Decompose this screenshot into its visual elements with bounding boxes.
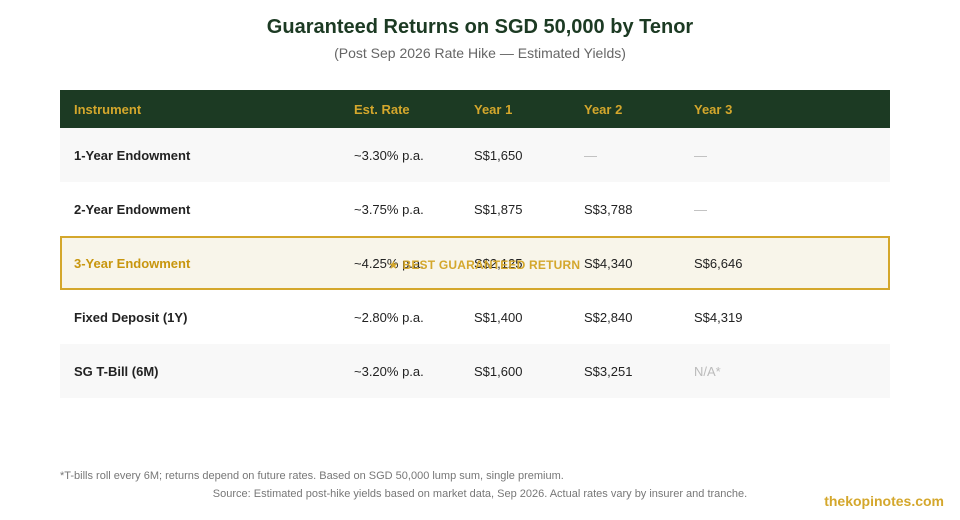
brand-watermark: thekopinotes.com (824, 493, 944, 509)
rate-cell: ~3.20% p.a. (354, 363, 424, 379)
table-row: SG T-Bill (6M) ~3.20% p.a. S$1,600 S$3,2… (60, 344, 890, 398)
instrument-cell: 1-Year Endowment (74, 147, 191, 163)
header-year-3: Year 3 (694, 101, 733, 117)
year-3-cell: S$6,646 (694, 255, 743, 271)
header-instrument: Instrument (74, 101, 142, 117)
header-year-2: Year 2 (584, 101, 623, 117)
header-year-1: Year 1 (474, 101, 513, 117)
chart-subtitle: (Post Sep 2026 Rate Hike — Estimated Yie… (334, 45, 626, 61)
rate-cell: ~4.25% p.a. (354, 255, 424, 271)
year-3-cell: — (694, 147, 707, 163)
table-header-row: Instrument Est. Rate Year 1 Year 2 Year … (60, 90, 890, 128)
year-1-cell: S$1,875 (474, 201, 523, 217)
instrument-cell: 2-Year Endowment (74, 201, 191, 217)
chart-title: Guaranteed Returns on SGD 50,000 by Teno… (266, 16, 694, 38)
year-1-cell: S$1,600 (474, 363, 523, 379)
rate-cell: ~3.30% p.a. (354, 147, 424, 163)
year-1-cell: S$1,650 (474, 147, 523, 163)
year-2-cell: S$3,251 (584, 363, 633, 379)
year-2-cell: S$4,340 (584, 255, 633, 271)
table-row: 2-Year Endowment ~3.75% p.a. S$1,875 S$3… (60, 182, 890, 236)
table-row: Fixed Deposit (1Y) ~2.80% p.a. S$1,400 S… (60, 290, 890, 344)
year-3-cell: — (694, 201, 707, 217)
header-rate: Est. Rate (354, 101, 410, 117)
instrument-cell: Fixed Deposit (1Y) (74, 309, 188, 325)
year-2-cell: S$3,788 (584, 201, 633, 217)
footnote: *T-bills roll every 6M; returns depend o… (60, 470, 564, 482)
year-2-cell: S$2,840 (584, 309, 633, 325)
rate-cell: ~3.75% p.a. (354, 201, 424, 217)
year-3-cell: N/A* (694, 363, 721, 379)
instrument-cell: SG T-Bill (6M) (74, 363, 159, 379)
year-1-cell: S$1,400 (474, 309, 523, 325)
instrument-cell: 3-Year Endowment (74, 255, 191, 271)
returns-table: Instrument Est. Rate Year 1 Year 2 Year … (60, 90, 890, 398)
table-row: 1-Year Endowment ~3.30% p.a. S$1,650 — — (60, 128, 890, 182)
source-note: Source: Estimated post-hike yields based… (212, 488, 748, 500)
table-row-highlighted: 3-Year Endowment ~4.25% p.a. S$2,125 S$4… (60, 236, 890, 290)
year-1-cell: S$2,125 (474, 255, 523, 271)
year-3-cell: S$4,319 (694, 309, 743, 325)
best-return-badge: ★ BEST GUARANTEED RETURN (388, 258, 581, 272)
year-2-cell: — (584, 147, 597, 163)
rate-cell: ~2.80% p.a. (354, 309, 424, 325)
